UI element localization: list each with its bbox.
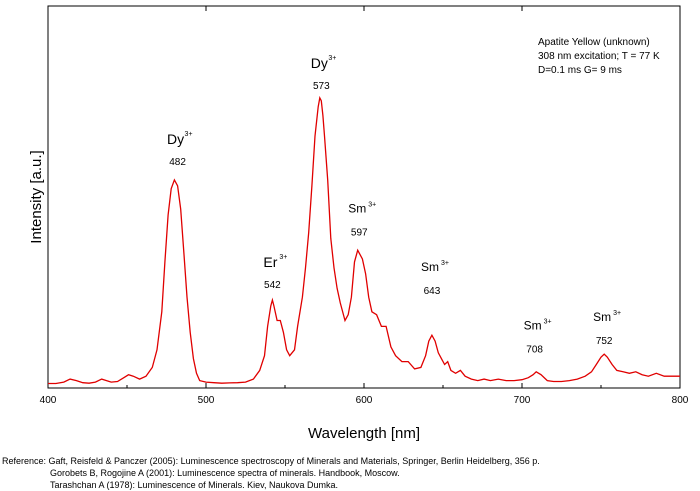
peak-wavelength-label: 752 <box>596 336 613 347</box>
info-line-delay-gate: D=0.1 ms G= 9 ms <box>538 65 622 76</box>
peak-ion-charge: 3+ <box>328 55 336 62</box>
x-tick-label: 400 <box>40 395 57 406</box>
reference-line-gaft: Reference: Gaft, Reisfeld & Panczer (200… <box>2 456 540 466</box>
x-tick-label: 700 <box>514 395 531 406</box>
plot-frame-group <box>47 5 681 389</box>
peak-ion-label: Dy <box>167 131 184 147</box>
x-tick-label: 800 <box>672 395 689 406</box>
peak-ion-label: Er <box>263 254 277 270</box>
peak-ion-label: Sm <box>421 260 439 274</box>
reference-line-tarashchan: Tarashchan A (1978): Luminescence of Min… <box>50 480 338 490</box>
info-box: Apatite Yellow (unknown) 308 nm excitati… <box>538 37 660 76</box>
series-line <box>48 95 680 385</box>
peak-wavelength-label: 573 <box>313 81 330 92</box>
x-tick-labels: 400 500 600 700 800 <box>40 395 689 406</box>
x-axis-title: Wavelength [nm] <box>308 425 420 442</box>
x-axis <box>47 6 681 388</box>
peak-ion-label: Sm <box>593 310 611 324</box>
reference-line-gorobets: Gorobets B, Rogojine A (2001): Luminesce… <box>50 468 400 478</box>
info-line-sample: Apatite Yellow (unknown) <box>538 37 650 48</box>
peak-wavelength-label: 482 <box>169 157 186 168</box>
peak-wavelength-label: 542 <box>264 280 281 291</box>
x-tick-label: 600 <box>356 395 373 406</box>
peak-ion-charge: 3+ <box>613 310 621 317</box>
peak-ion-charge: 3+ <box>279 254 287 261</box>
peak-ion-charge: 3+ <box>441 260 449 267</box>
y-axis-title: Intensity [a.u.] <box>28 150 45 243</box>
peak-ion-label: Dy <box>311 55 328 71</box>
peak-wavelength-label: 708 <box>526 345 543 356</box>
peak-ion-label: Sm <box>524 319 542 333</box>
peak-ion-label: Sm <box>348 201 366 215</box>
peak-ion-charge: 3+ <box>185 131 193 138</box>
x-tick-label: 500 <box>198 395 215 406</box>
peak-ion-charge: 3+ <box>368 201 376 208</box>
peak-wavelength-label: 597 <box>351 227 368 238</box>
peak-wavelength-label: 643 <box>424 286 441 297</box>
info-line-excitation: 308 nm excitation; T = 77 K <box>538 51 660 62</box>
peak-ion-charge: 3+ <box>544 319 552 326</box>
references: Reference: Gaft, Reisfeld & Panczer (200… <box>2 455 540 491</box>
plot-frame <box>47 5 681 389</box>
